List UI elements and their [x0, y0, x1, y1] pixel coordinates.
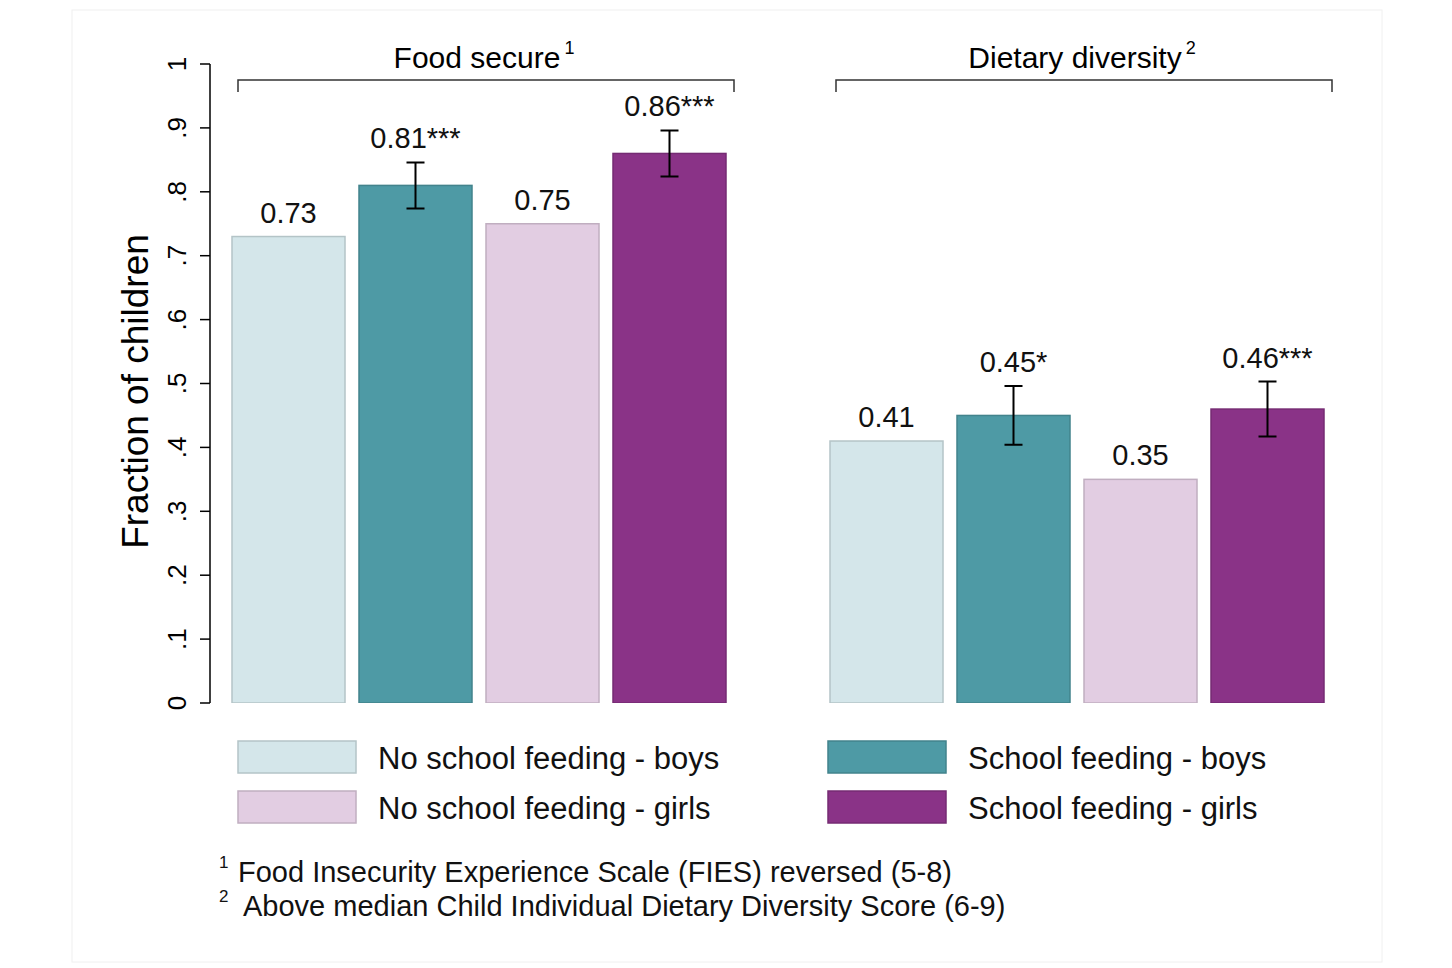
y-tick-label: .2 [162, 564, 192, 586]
legend-swatch [828, 791, 946, 823]
data-label: 0.86*** [624, 90, 714, 122]
group-label: Dietary diversity2 [968, 38, 1195, 74]
y-tick-label: .1 [162, 628, 192, 650]
footnote-text: Food Insecurity Experience Scale (FIES) … [238, 856, 952, 888]
y-tick-label: .7 [162, 245, 192, 267]
data-label: 0.46*** [1222, 342, 1312, 374]
background [0, 0, 1452, 968]
footnote-mark: 2 [219, 887, 228, 906]
y-tick [200, 127, 210, 129]
y-tick-label: 1 [162, 57, 192, 71]
group-label-mark: 2 [1186, 38, 1196, 58]
chart: 0 .1 .2 .3 .4 .5 .6 .7 .8 .9 1 Fraction of children… [0, 0, 1452, 968]
bars [232, 130, 1324, 703]
bar [1084, 479, 1197, 703]
group-label-mark: 1 [564, 38, 574, 58]
error-bar [407, 162, 425, 208]
bar [830, 441, 943, 703]
legend-swatch [238, 791, 356, 823]
data-label: 0.73 [260, 197, 316, 229]
y-tick [200, 191, 210, 193]
bar [359, 185, 472, 703]
legend-swatch [828, 741, 946, 773]
y-tick [200, 63, 210, 65]
y-tick [200, 447, 210, 449]
group-label-text: Food secure [394, 41, 561, 74]
bar [486, 224, 599, 703]
legend-label: School feeding - boys [968, 741, 1266, 776]
y-tick-label: .8 [162, 181, 192, 203]
error-bar [1005, 386, 1023, 445]
data-label: 0.75 [514, 184, 570, 216]
bar [1211, 409, 1324, 703]
legend: No school feeding - boys School feeding -… [238, 741, 1266, 826]
y-tick-label: 0 [162, 696, 192, 710]
legend-label: No school feeding - girls [378, 791, 711, 826]
y-tick-label: .3 [162, 500, 192, 522]
group-bracket [836, 80, 1332, 92]
y-tick [200, 319, 210, 321]
labels: 0.73 0.81*** 0.75 0.86*** 0.41 0.45* 0.35 0.46*… [260, 90, 1312, 471]
footnote-mark: 1 [219, 853, 228, 872]
legend-swatch [238, 741, 356, 773]
y-tick [200, 511, 210, 513]
data-label: 0.81*** [370, 122, 460, 154]
error-bar [661, 130, 679, 176]
frame [72, 10, 1382, 962]
y-tick [200, 574, 210, 576]
bar [613, 153, 726, 703]
y-tick [200, 383, 210, 385]
legend-label: School feeding - girls [968, 791, 1258, 826]
y-tick-label: .6 [162, 309, 192, 331]
group-label-text: Dietary diversity [968, 41, 1181, 74]
y-tick [200, 255, 210, 257]
footnotes: 1 Food Insecurity Experience Scale (FIES)… [219, 853, 1005, 922]
data-label: 0.45* [980, 346, 1048, 378]
y-tick-label: .5 [162, 373, 192, 395]
group-label: Food secure1 [394, 38, 575, 74]
data-label: 0.41 [858, 401, 914, 433]
legend-label: No school feeding - boys [378, 741, 719, 776]
footnote-text: Above median Child Individual Dietary Di… [243, 890, 1005, 922]
y-tick-label: .4 [162, 437, 192, 459]
bar [957, 415, 1070, 703]
error-bar [1259, 382, 1277, 437]
group-bracket [238, 80, 734, 92]
y-tick [200, 638, 210, 640]
y-axis-title: Fraction of children [115, 234, 156, 549]
bar [232, 237, 345, 703]
data-label: 0.35 [1112, 439, 1168, 471]
y-tick-label: .9 [162, 117, 192, 139]
y-tick [200, 702, 210, 704]
